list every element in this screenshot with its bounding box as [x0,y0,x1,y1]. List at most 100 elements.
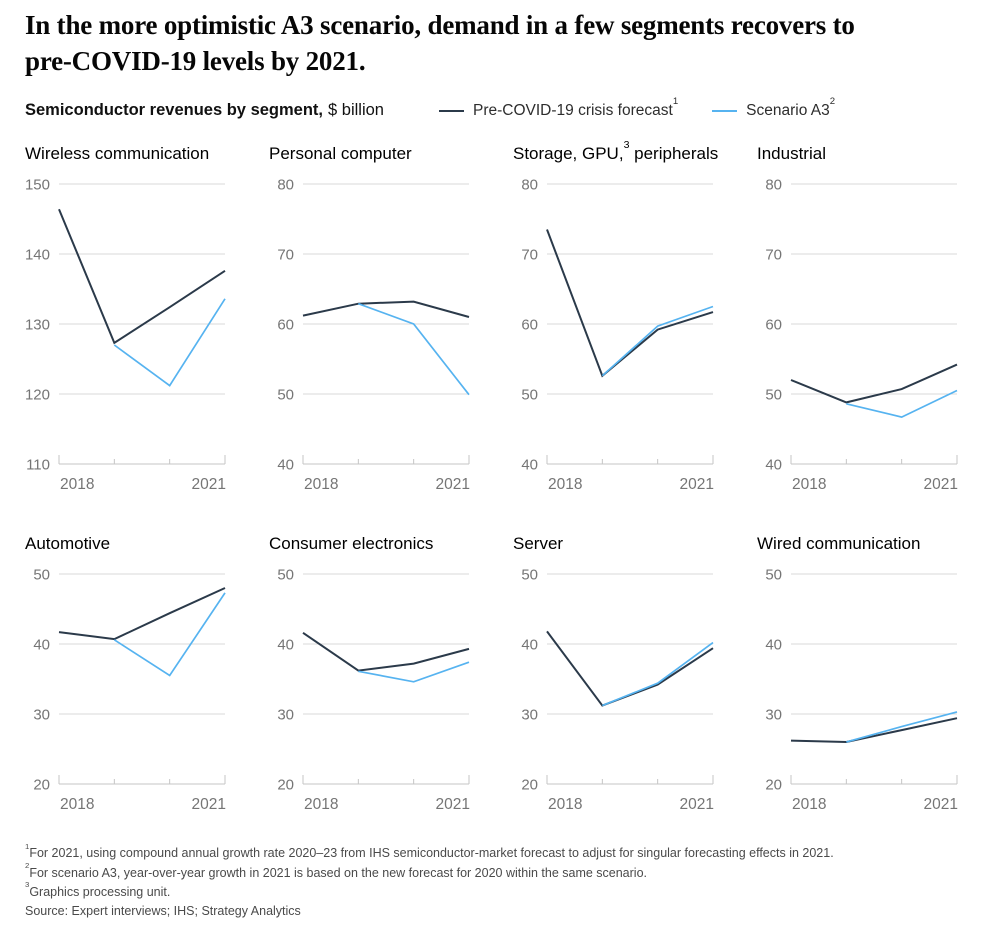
legend-label-scenario-a3: Scenario A32 [746,96,836,119]
y-axis-tick-label: 30 [33,707,50,724]
y-axis-tick-label: 80 [277,177,294,194]
chart-cell: Industrial 80 70 60 50 40 2018 2021 [757,144,959,498]
x-axis-label-2018: 2018 [792,476,826,493]
x-axis-label-2018: 2018 [548,476,582,493]
x-axis-label-2021: 2021 [680,796,714,813]
chart-subtitle: Semiconductor revenues by segment, $ bill… [25,101,384,120]
line-pre-covid-forecast [790,363,958,404]
y-axis-tick-label: 20 [521,777,538,794]
chart-svg: 50 40 30 20 2018 2021 [765,567,958,814]
subtitle-legend-row: Semiconductor revenues by segment, $ bill… [25,96,979,120]
scenario-a3-line-swatch [712,109,738,112]
legend: Pre-COVID-19 crisis forecast1 Scenario A… [438,96,836,120]
charts-grid: Wireless communication 150 140 130 120 110 201… [25,138,979,818]
line-pre-covid-forecast [302,632,470,672]
chart-cell: Storage, GPU,3 peripherals 80 70 60 50 40 2018… [513,138,719,498]
chart-svg: 50 40 30 20 2018 2021 [277,567,470,814]
line-pre-covid-forecast [302,300,470,319]
chart-cell: Server 50 40 30 20 2018 2021 [513,534,715,818]
y-axis-tick-label: 40 [33,637,50,654]
chart-title: Industrial [757,144,826,164]
chart-svg: 150 140 130 120 110 2018 2021 [25,177,226,494]
x-axis-label-2021: 2021 [192,476,226,493]
y-axis-tick-label: 20 [277,777,294,794]
y-axis-tick-label: 140 [25,247,50,264]
x-axis-label-2018: 2018 [792,796,826,813]
chart-cell: Wireless communication 150 140 130 120 110 201… [25,144,227,498]
y-axis-tick-label: 60 [765,317,782,334]
x-axis-label-2021: 2021 [680,476,714,493]
y-axis-tick-label: 20 [33,777,50,794]
line-scenario-a3 [846,389,958,419]
y-axis-tick-label: 40 [765,457,782,474]
line-scenario-a3 [846,711,958,744]
y-axis-tick-label: 70 [765,247,782,264]
source-line: Source: Expert interviews; IHS; Strategy… [25,904,301,919]
line-pre-covid-forecast [58,209,226,345]
y-axis-tick-label: 40 [765,637,782,654]
y-axis-tick-label: 80 [521,177,538,194]
y-axis-tick-label: 40 [277,457,294,474]
y-axis-tick-label: 50 [521,387,538,404]
chart-title: Personal computer [269,144,412,164]
y-axis-tick-label: 70 [277,247,294,264]
chart-title: Automotive [25,534,111,554]
y-axis-tick-label: 50 [765,387,782,404]
y-axis-tick-label: 50 [765,567,782,584]
y-axis-tick-label: 130 [25,317,50,334]
subtitle-unit: $ billion [328,101,384,120]
chart-svg: 50 40 30 20 2018 2021 [521,567,714,814]
y-axis-tick-label: 40 [521,457,538,474]
y-axis-tick-label: 40 [521,637,538,654]
line-scenario-a3 [601,305,714,377]
y-axis-tick-label: 110 [26,457,50,474]
footnote-1: 1For 2021, using compound annual growth … [25,841,834,861]
y-axis-tick-label: 30 [521,707,538,724]
y-axis-tick-label: 50 [521,567,538,584]
subtitle-bold: Semiconductor revenues by segment, [25,101,324,120]
x-axis-label-2018: 2018 [60,476,94,493]
y-axis-tick-label: 120 [25,387,50,404]
x-axis-label-2018: 2018 [60,796,94,813]
legend-label-pre-covid: Pre-COVID-19 crisis forecast1 [472,96,679,119]
chart-title: Consumer electronics [269,534,434,554]
chart-cell: Automotive 50 40 30 20 2018 2021 [25,534,227,818]
y-axis-tick-label: 50 [277,387,294,404]
pre-covid-line-swatch [438,109,464,112]
chart-cell: Consumer electronics 50 40 30 20 2018 2021 [269,534,471,818]
chart-cell: Wired communication 50 40 30 20 2018 2021 [757,534,959,818]
y-axis-tick-label: 50 [33,567,50,584]
chart-title: Server [513,534,564,554]
line-scenario-a3 [602,642,714,707]
legend-item-pre-covid: Pre-COVID-19 crisis forecast1 [438,96,679,120]
chart-title: Storage, GPU,3 peripherals [513,138,719,164]
y-axis-tick-label: 60 [277,317,294,334]
x-axis-label-2021: 2021 [192,796,226,813]
footnotes: 1For 2021, using compound annual growth … [25,841,979,922]
x-axis-label-2021: 2021 [436,476,470,493]
x-axis-label-2018: 2018 [548,796,582,813]
line-scenario-a3 [358,303,470,396]
legend-footnote-marker: 2 [829,96,836,108]
x-axis-label-2018: 2018 [304,796,338,813]
footnote-2: 2For scenario A3, year-over-year growth … [25,860,648,880]
y-axis-tick-label: 70 [521,247,538,264]
chart-cell: Personal computer 80 70 60 50 40 2018 2021 [269,144,471,498]
chart-svg: 80 70 60 50 40 2018 2021 [521,177,714,494]
chart-svg: 50 40 30 20 2018 2021 [33,567,226,814]
exhibit-title: In the more optimistic A3 scenario, dema… [25,10,855,76]
y-axis-tick-label: 30 [765,707,782,724]
line-scenario-a3 [358,661,470,683]
line-pre-covid-forecast [546,229,714,378]
y-axis-tick-label: 40 [277,637,294,654]
y-axis-tick-label: 80 [765,177,782,194]
x-axis-label-2021: 2021 [436,796,470,813]
footnote-3: 3Graphics processing unit. [25,880,171,899]
line-pre-covid-forecast [790,717,958,744]
legend-item-scenario-a3: Scenario A32 [712,96,836,120]
chart-svg: 80 70 60 50 40 2018 2021 [765,177,958,494]
y-axis-tick-label: 30 [277,707,294,724]
x-axis-label-2018: 2018 [304,476,338,493]
chart-title-footnote-marker: 3 [623,138,630,151]
